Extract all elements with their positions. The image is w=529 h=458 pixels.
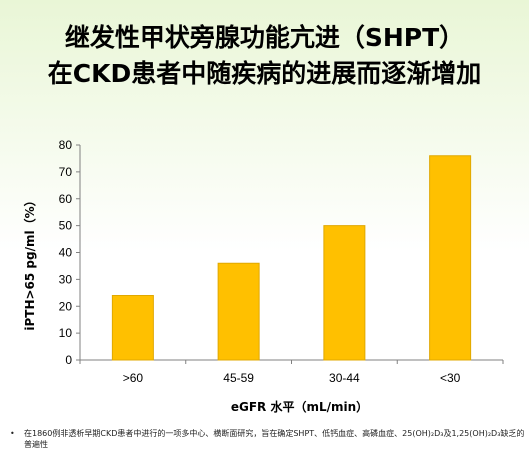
y-tick-label: 20 — [59, 299, 73, 313]
y-tick-label: 50 — [59, 219, 73, 233]
y-tick-label: 10 — [59, 326, 73, 340]
y-tick-label: 80 — [59, 138, 73, 152]
bar — [217, 262, 260, 361]
y-tick-label: 0 — [65, 353, 72, 367]
slide-title-line2: 在CKD患者中随疾病的进展而逐渐增加 — [47, 59, 482, 88]
footnote-text: 在1860例非透析早期CKD患者中进行的一项多中心、横断面研究，旨在确定SHPT… — [24, 429, 525, 449]
chart-labels: 0 10 20 30 40 50 60 70 80 >60 45-59 30-44 <30 eGFR 水平… — [22, 138, 461, 414]
x-tick-label: >60 — [123, 371, 144, 385]
x-tick-label: 30-44 — [329, 371, 360, 385]
bar — [111, 295, 154, 361]
footnote-bullet: • — [10, 429, 15, 438]
y-tick-label: 70 — [59, 165, 73, 179]
bar — [323, 225, 366, 361]
x-tick-label: <30 — [440, 371, 461, 385]
y-tick-label: 40 — [59, 246, 73, 260]
y-tick-label: 60 — [59, 192, 73, 206]
x-tick-label: 45-59 — [223, 371, 254, 385]
bar — [429, 155, 472, 361]
slide-title-line1: 继发性甲状旁腺功能亢进（SHPT） — [64, 23, 465, 52]
chart-bars — [111, 155, 472, 361]
y-axis-title: iPTH>65 pg/ml（%） — [22, 194, 37, 330]
x-axis-title: eGFR 水平（mL/min） — [231, 399, 368, 414]
footnote: • 在1860例非透析早期CKD患者中进行的一项多中心、横断面研究，旨在确定SH… — [10, 428, 525, 450]
y-tick-label: 30 — [59, 272, 73, 286]
